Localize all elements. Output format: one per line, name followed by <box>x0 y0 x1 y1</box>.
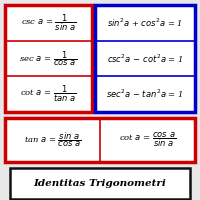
Bar <box>5 5 92 112</box>
Text: tan $\mathbf{\mathit{a}}$ = $\dfrac{\mathit{sin\ a}}{\mathit{cos\ a}}$: tan $\mathbf{\mathit{a}}$ = $\dfrac{\mat… <box>24 131 81 149</box>
Bar <box>5 118 195 162</box>
Text: $\mathit{sin}^2\mathit{a}$ + $\mathit{cos}^2\mathit{a}$ = 1: $\mathit{sin}^2\mathit{a}$ + $\mathit{co… <box>107 17 183 29</box>
Text: sec $\mathbf{\mathit{a}}$ = $\dfrac{1}{\mathit{cos\ a}}$: sec $\mathbf{\mathit{a}}$ = $\dfrac{1}{\… <box>19 49 78 68</box>
Text: cot $\mathbf{\mathit{a}}$ = $\dfrac{1}{\mathit{tan\ a}}$: cot $\mathbf{\mathit{a}}$ = $\dfrac{1}{\… <box>20 84 77 104</box>
Text: csc $\mathbf{\mathit{a}}$ = $\dfrac{1}{\mathit{sin\ a}}$: csc $\mathbf{\mathit{a}}$ = $\dfrac{1}{\… <box>21 13 76 33</box>
Text: cot $\mathbf{\mathit{a}}$ = $\dfrac{\mathit{cos\ a}}{\mathit{sin\ a}}$: cot $\mathbf{\mathit{a}}$ = $\dfrac{\mat… <box>119 131 176 149</box>
Bar <box>95 5 195 112</box>
Text: $\mathit{csc}^2\mathit{a}$ − $\mathit{cot}^2\mathit{a}$ = 1: $\mathit{csc}^2\mathit{a}$ − $\mathit{co… <box>107 52 183 65</box>
Bar <box>10 168 190 199</box>
Text: Identitas Trigonometri: Identitas Trigonometri <box>34 179 166 188</box>
Text: $\mathit{sec}^2\mathit{a}$ − $\mathit{tan}^2\mathit{a}$ = 1: $\mathit{sec}^2\mathit{a}$ − $\mathit{ta… <box>106 88 183 100</box>
